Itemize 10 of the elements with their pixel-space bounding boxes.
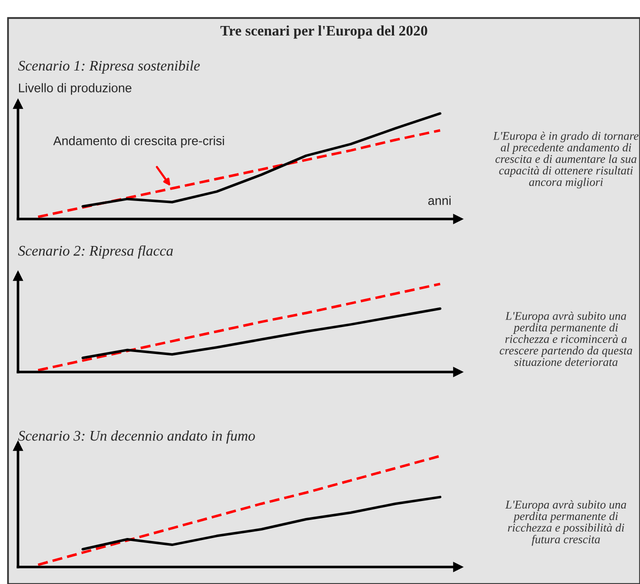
x-axis-title: anni	[428, 196, 451, 206]
text: L'Europa avrà subito una perdita permanente di ricchezza e possibilità di futura crescita	[505, 500, 626, 546]
text: L'Europa avrà subito una perdita permanente di ricchezza e ricomincerà a crescere partendo da questa situazione deteriorata	[500, 312, 632, 366]
chart-subtitle: Scenario 2: Ripresa flacca	[18, 245, 173, 259]
chart-title: Tre scenari per l'Europa del 2020	[220, 25, 428, 39]
chart-subtitle: Scenario 1: Ripresa sostenibile	[18, 60, 200, 74]
text: L'Europa è in grado di tornare al precedente andamento di crescita e di aumentare la sua capacità di ottenere risultati ancora migliori	[493, 132, 639, 188]
y-axis-title: Livello di produzione	[19, 83, 132, 95]
chart-subtitle: Scenario 3: Un decennio andato in fumo	[18, 430, 255, 444]
annotation: Andamento di crescita pre-crisi	[53, 136, 224, 148]
